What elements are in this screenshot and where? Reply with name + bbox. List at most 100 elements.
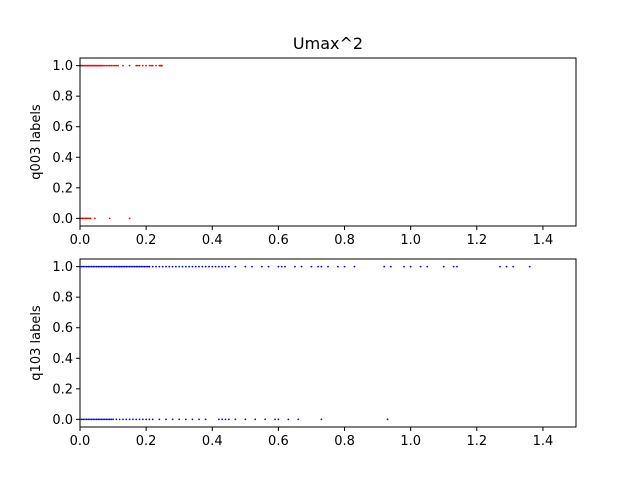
scatter-point xyxy=(297,418,300,421)
scatter-point xyxy=(280,265,283,268)
scatter-point xyxy=(337,265,339,268)
scatter-point xyxy=(117,64,119,67)
scatter-point xyxy=(171,265,174,268)
scatter-point xyxy=(264,418,267,421)
scatter-point xyxy=(158,265,161,268)
scatter-point xyxy=(403,265,405,268)
scatter-point xyxy=(178,418,181,421)
scatter-point xyxy=(108,418,111,421)
scatter-point xyxy=(85,217,88,220)
scatter-point xyxy=(125,418,128,421)
scatter-point xyxy=(389,265,392,268)
scatter-point xyxy=(383,265,386,268)
scatter-point xyxy=(110,418,113,421)
scatter-point xyxy=(108,217,111,220)
scatter-point xyxy=(82,418,85,421)
scatter-point xyxy=(125,265,128,268)
scatter-point xyxy=(133,265,136,268)
scatter-point xyxy=(194,265,197,268)
scatter-point xyxy=(224,418,227,421)
scatter-point xyxy=(105,418,108,421)
y-tick-label: 0.2 xyxy=(52,382,73,397)
scatter-point xyxy=(141,265,144,268)
scatter-point xyxy=(87,418,90,421)
x-tick-label: 0.2 xyxy=(136,233,157,248)
top-point-layer xyxy=(79,64,163,220)
scatter-point xyxy=(148,418,151,421)
scatter-point xyxy=(95,265,98,268)
scatter-point xyxy=(254,418,257,421)
scatter-point xyxy=(136,64,139,67)
scatter-point xyxy=(419,265,422,268)
scatter-point xyxy=(327,265,329,268)
x-tick-label: 0.8 xyxy=(334,233,355,248)
scatter-point xyxy=(92,265,95,268)
y-tick-label: 0.0 xyxy=(52,212,73,227)
y-tick-label: 0.8 xyxy=(52,291,73,306)
scatter-point xyxy=(343,265,346,268)
x-tick-label: 1.2 xyxy=(466,233,487,248)
x-tick-label: 0.4 xyxy=(202,434,223,449)
scatter-point xyxy=(132,265,134,268)
scatter-point xyxy=(102,265,105,268)
scatter-point xyxy=(148,64,151,67)
scatter-point xyxy=(118,418,121,421)
scatter-point xyxy=(274,418,276,421)
scatter-point xyxy=(87,265,90,268)
scatter-point xyxy=(151,265,154,268)
scatter-point xyxy=(191,418,194,421)
scatter-point xyxy=(191,265,194,268)
scatter-point xyxy=(103,418,106,421)
x-tick-label: 0.4 xyxy=(202,233,223,248)
scatter-point xyxy=(93,418,96,421)
scatter-point xyxy=(353,265,356,268)
scatter-point xyxy=(284,265,286,268)
y-tick-label: 0.4 xyxy=(52,151,73,166)
scatter-point xyxy=(105,265,108,268)
x-tick-label: 0.2 xyxy=(136,434,157,449)
scatter-point xyxy=(277,265,280,268)
scatter-point xyxy=(208,265,210,268)
scatter-point xyxy=(107,418,110,421)
scatter-point xyxy=(211,265,214,268)
scatter-point xyxy=(251,265,253,268)
scatter-point xyxy=(85,265,88,268)
scatter-point xyxy=(188,265,191,268)
scatter-point xyxy=(174,265,177,268)
scatter-point xyxy=(267,265,270,268)
scatter-point xyxy=(93,217,96,220)
scatter-point xyxy=(320,265,323,268)
scatter-point xyxy=(136,265,139,268)
scatter-point xyxy=(145,418,148,421)
scatter-point xyxy=(83,217,85,220)
scatter-point xyxy=(287,418,290,421)
scatter-point xyxy=(155,64,157,67)
x-tick-label: 1.2 xyxy=(466,434,487,449)
scatter-point xyxy=(110,64,113,67)
scatter-point xyxy=(130,265,133,268)
scatter-point xyxy=(132,418,134,421)
scatter-point xyxy=(128,64,131,67)
scatter-point xyxy=(89,217,92,220)
scatter-point xyxy=(244,418,247,421)
scatter-point xyxy=(115,418,118,421)
scatter-point xyxy=(234,418,237,421)
scatter-point xyxy=(512,265,515,268)
scatter-point xyxy=(204,418,207,421)
scatter-point xyxy=(107,64,110,67)
scatter-point xyxy=(151,418,154,421)
scatter-point xyxy=(102,64,105,67)
scatter-point xyxy=(300,265,303,268)
scatter-point xyxy=(277,418,280,421)
x-tick-label: 0.6 xyxy=(268,233,289,248)
y-tick-label: 0.0 xyxy=(52,413,73,428)
scatter-point xyxy=(165,265,167,268)
scatter-point xyxy=(140,265,143,268)
scatter-point xyxy=(260,265,263,268)
y-tick-label: 0.4 xyxy=(52,352,73,367)
scatter-point xyxy=(89,418,91,421)
scatter-point xyxy=(90,418,93,421)
scatter-point xyxy=(386,418,389,421)
scatter-point xyxy=(452,265,455,268)
scatter-point xyxy=(165,418,167,421)
